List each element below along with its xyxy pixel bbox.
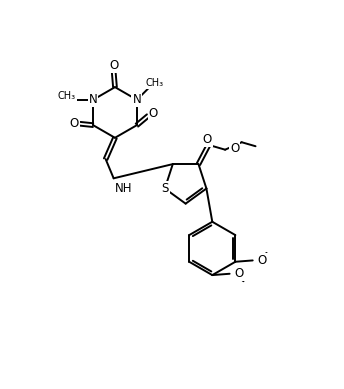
Text: N: N: [132, 93, 141, 106]
Text: O: O: [258, 254, 267, 267]
Text: CH₃: CH₃: [57, 91, 75, 101]
Text: O: O: [203, 133, 212, 145]
Text: O: O: [234, 267, 244, 280]
Text: O: O: [149, 107, 158, 120]
Text: N: N: [89, 93, 97, 106]
Text: CH₃: CH₃: [146, 78, 164, 88]
Text: NH: NH: [115, 182, 132, 195]
Text: O: O: [70, 117, 79, 130]
Text: O: O: [230, 142, 239, 155]
Text: S: S: [161, 182, 169, 195]
Text: O: O: [109, 59, 118, 72]
